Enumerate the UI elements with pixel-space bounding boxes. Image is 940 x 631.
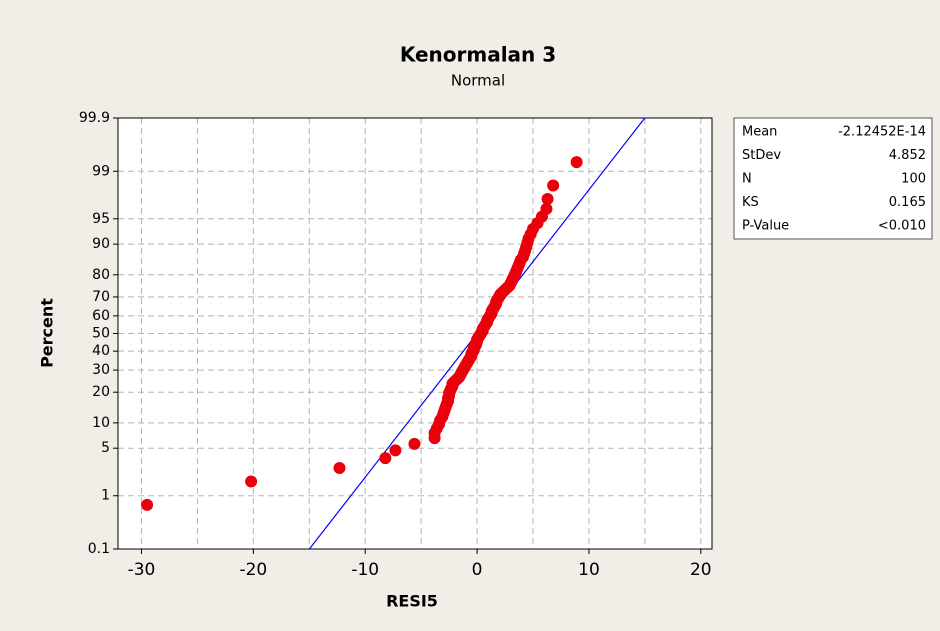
data-point	[333, 462, 345, 474]
y-tick-label: 95	[92, 211, 110, 227]
x-axis-label: RESI5	[386, 592, 438, 611]
y-tick-label: 20	[92, 384, 110, 400]
data-point	[542, 193, 554, 205]
stat-label: P-Value	[742, 219, 789, 234]
y-tick-label: 1	[101, 488, 110, 504]
y-tick-label: 10	[92, 415, 110, 431]
stat-label: StDev	[742, 148, 781, 163]
data-point	[379, 452, 391, 464]
x-tick-label: 0	[472, 560, 483, 580]
data-point	[389, 444, 401, 456]
y-tick-label: 0.1	[88, 541, 110, 557]
chart-title: Kenormalan 3	[400, 43, 556, 67]
y-tick-label: 99.9	[79, 110, 110, 126]
chart-subtitle: Normal	[451, 72, 505, 90]
stat-value: -2.12452E-14	[838, 125, 926, 140]
y-axis-label: Percent	[38, 298, 57, 368]
x-tick-label: 10	[578, 560, 600, 580]
x-tick-label: -20	[239, 560, 267, 580]
x-tick-label: -30	[128, 560, 156, 580]
data-point	[245, 476, 257, 488]
y-tick-label: 99	[92, 163, 110, 179]
stat-value: 100	[901, 172, 926, 187]
data-point	[408, 438, 420, 450]
data-point	[141, 499, 153, 511]
data-point	[571, 156, 583, 168]
y-tick-label: 40	[92, 343, 110, 359]
stat-label: Mean	[742, 125, 777, 140]
y-tick-label: 90	[92, 236, 110, 252]
y-tick-label: 5	[101, 440, 110, 456]
x-tick-label: -10	[351, 560, 379, 580]
stat-value: 4.852	[889, 148, 926, 163]
stat-value: <0.010	[878, 219, 926, 234]
chart: Kenormalan 3 Normal RESI5 Percent 0.1 1 5 1…	[0, 0, 940, 631]
stat-label: N	[742, 172, 752, 187]
y-tick-label: 50	[92, 326, 110, 342]
y-tick-label: 30	[92, 362, 110, 378]
stat-label: KS	[742, 195, 759, 210]
data-point	[547, 179, 559, 191]
y-tick-label: 70	[92, 289, 110, 305]
stat-value: 0.165	[889, 195, 926, 210]
x-tick-label: 20	[690, 560, 712, 580]
y-tick-label: 60	[92, 308, 110, 324]
y-tick-label: 80	[92, 267, 110, 283]
